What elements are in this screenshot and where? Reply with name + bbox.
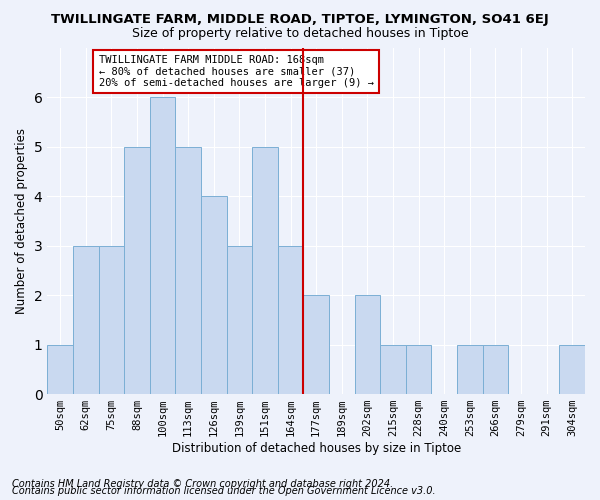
Bar xyxy=(47,344,73,394)
Bar xyxy=(252,146,278,394)
Text: TWILLINGATE FARM, MIDDLE ROAD, TIPTOE, LYMINGTON, SO41 6EJ: TWILLINGATE FARM, MIDDLE ROAD, TIPTOE, L… xyxy=(51,12,549,26)
Bar xyxy=(482,344,508,394)
Y-axis label: Number of detached properties: Number of detached properties xyxy=(15,128,28,314)
Text: Size of property relative to detached houses in Tiptoe: Size of property relative to detached ho… xyxy=(131,28,469,40)
Bar xyxy=(355,295,380,394)
Text: Contains HM Land Registry data © Crown copyright and database right 2024.: Contains HM Land Registry data © Crown c… xyxy=(12,479,393,489)
X-axis label: Distribution of detached houses by size in Tiptoe: Distribution of detached houses by size … xyxy=(172,442,461,455)
Bar xyxy=(98,246,124,394)
Bar xyxy=(175,146,201,394)
Bar xyxy=(457,344,482,394)
Bar xyxy=(406,344,431,394)
Bar xyxy=(559,344,585,394)
Bar xyxy=(150,97,175,394)
Bar xyxy=(227,246,252,394)
Bar xyxy=(124,146,150,394)
Bar xyxy=(278,246,304,394)
Bar xyxy=(73,246,98,394)
Text: TWILLINGATE FARM MIDDLE ROAD: 168sqm
← 80% of detached houses are smaller (37)
2: TWILLINGATE FARM MIDDLE ROAD: 168sqm ← 8… xyxy=(98,55,374,88)
Bar xyxy=(380,344,406,394)
Bar xyxy=(304,295,329,394)
Text: Contains public sector information licensed under the Open Government Licence v3: Contains public sector information licen… xyxy=(12,486,436,496)
Bar xyxy=(201,196,227,394)
